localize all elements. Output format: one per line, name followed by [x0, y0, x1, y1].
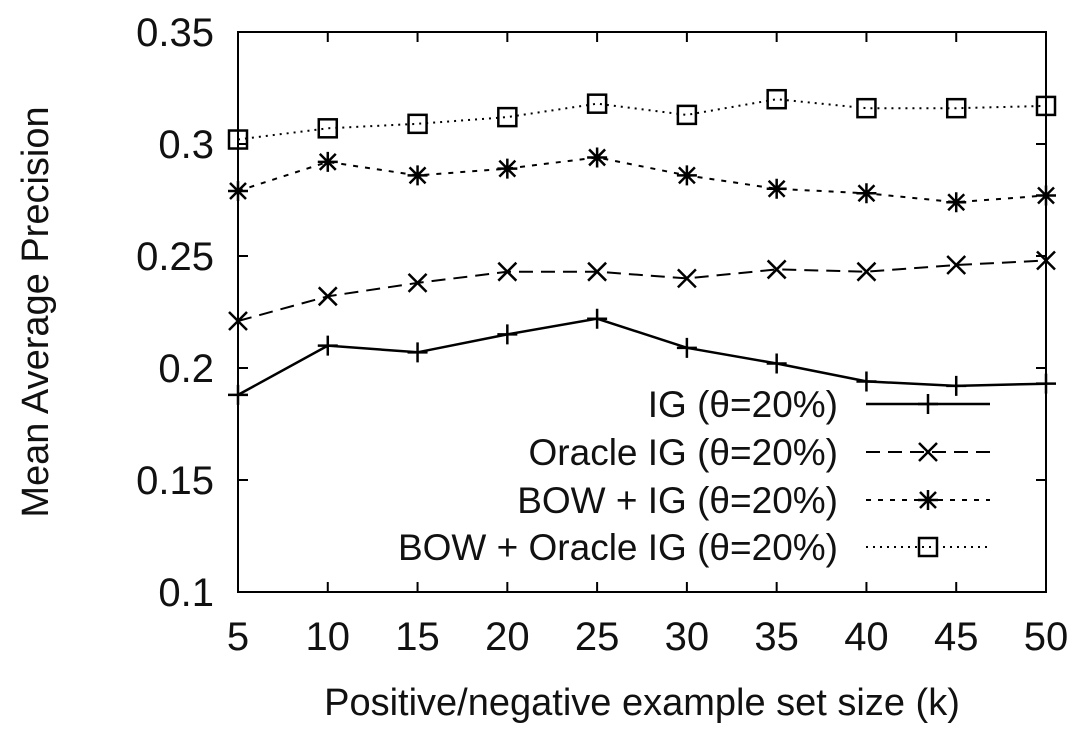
series-line — [237, 259, 1047, 322]
square-marker — [917, 536, 939, 558]
star-marker — [918, 490, 938, 510]
x-tick-label: 50 — [1024, 615, 1069, 659]
legend-item: IG (θ=20%) — [648, 384, 990, 425]
plus-marker — [676, 337, 697, 358]
legend-label: Oracle IG (θ=20%) — [529, 432, 838, 473]
cross-marker — [228, 311, 248, 331]
cross-marker — [677, 268, 697, 289]
y-tick-label: 0.35 — [136, 11, 214, 55]
series-line — [237, 98, 1047, 141]
square-marker — [227, 129, 249, 150]
series-layer — [227, 88, 1057, 405]
star-marker — [407, 165, 428, 186]
series-3 — [228, 147, 1056, 213]
plus-marker — [317, 335, 338, 356]
series-line — [237, 317, 1047, 396]
x-tick-label: 5 — [227, 615, 249, 659]
plus-marker — [856, 371, 877, 392]
y-tick-label: 0.3 — [158, 123, 214, 167]
y-axis: 0.1 0.15 0.2 0.25 0.3 0.35 — [136, 11, 1046, 615]
y-tick-label: 0.25 — [136, 235, 214, 279]
y-axis-label: Mean Average Precision — [15, 106, 57, 517]
x-tick-label: 15 — [395, 615, 440, 659]
x-tick-label: 10 — [306, 615, 351, 659]
x-tick-label: 35 — [754, 615, 799, 659]
plus-marker — [766, 353, 787, 374]
legend-item: BOW + Oracle IG (θ=20%) — [398, 527, 990, 568]
plus-marker — [407, 342, 428, 363]
legend: IG (θ=20%) Oracle IG (θ=20%) BOW + IG (θ=2… — [398, 384, 990, 568]
star-marker — [676, 165, 697, 186]
y-tick-label: 0.2 — [158, 347, 214, 391]
star-marker — [946, 192, 967, 213]
plus-marker — [228, 384, 248, 405]
plus-marker — [946, 375, 967, 396]
cross-marker — [946, 255, 967, 275]
y-tick-label: 0.1 — [158, 571, 214, 615]
star-marker — [228, 181, 248, 202]
series-1 — [228, 308, 1056, 405]
square-marker — [497, 106, 518, 128]
plus-marker — [497, 324, 518, 345]
star-marker — [317, 151, 338, 172]
cross-marker — [1036, 250, 1056, 271]
square-marker — [856, 97, 877, 119]
square-marker — [945, 97, 967, 119]
x-tick-label: 20 — [485, 615, 530, 659]
star-marker — [1036, 185, 1056, 206]
square-marker — [407, 113, 428, 135]
x-axis-label: Positive/negative example set size (k) — [324, 682, 960, 724]
legend-label: BOW + IG (θ=20%) — [517, 480, 838, 521]
legend-label: IG (θ=20%) — [648, 384, 838, 425]
legend-label: BOW + Oracle IG (θ=20%) — [398, 527, 838, 568]
plus-marker — [918, 394, 938, 414]
cross-marker — [766, 259, 787, 280]
x-tick-label: 25 — [575, 615, 620, 659]
square-marker — [1035, 95, 1057, 117]
star-marker — [587, 147, 608, 168]
legend-item: Oracle IG (θ=20%) — [529, 432, 990, 473]
x-tick-label: 45 — [934, 615, 979, 659]
square-marker — [586, 93, 608, 114]
cross-marker — [497, 261, 518, 282]
cross-marker — [317, 286, 338, 307]
plus-marker — [1036, 373, 1056, 394]
series-line — [237, 156, 1047, 204]
legend-item: BOW + IG (θ=20%) — [517, 480, 990, 521]
square-marker — [317, 118, 339, 139]
square-marker — [766, 88, 787, 110]
x-axis: 5 10 15 20 25 30 35 40 45 50 — [227, 32, 1068, 659]
x-tick-label: 40 — [844, 615, 889, 659]
y-tick-label: 0.15 — [136, 459, 214, 503]
square-marker — [676, 104, 698, 126]
cross-marker — [918, 442, 938, 462]
cross-marker — [856, 261, 877, 282]
x-tick-label: 30 — [665, 615, 710, 659]
series-4 — [227, 88, 1057, 150]
star-marker — [766, 178, 787, 199]
series-2 — [228, 250, 1056, 331]
star-marker — [497, 158, 518, 179]
cross-marker — [587, 261, 607, 282]
cross-marker — [407, 272, 428, 293]
plot-frame — [237, 31, 1047, 593]
plus-marker — [587, 308, 608, 329]
star-marker — [856, 183, 877, 204]
